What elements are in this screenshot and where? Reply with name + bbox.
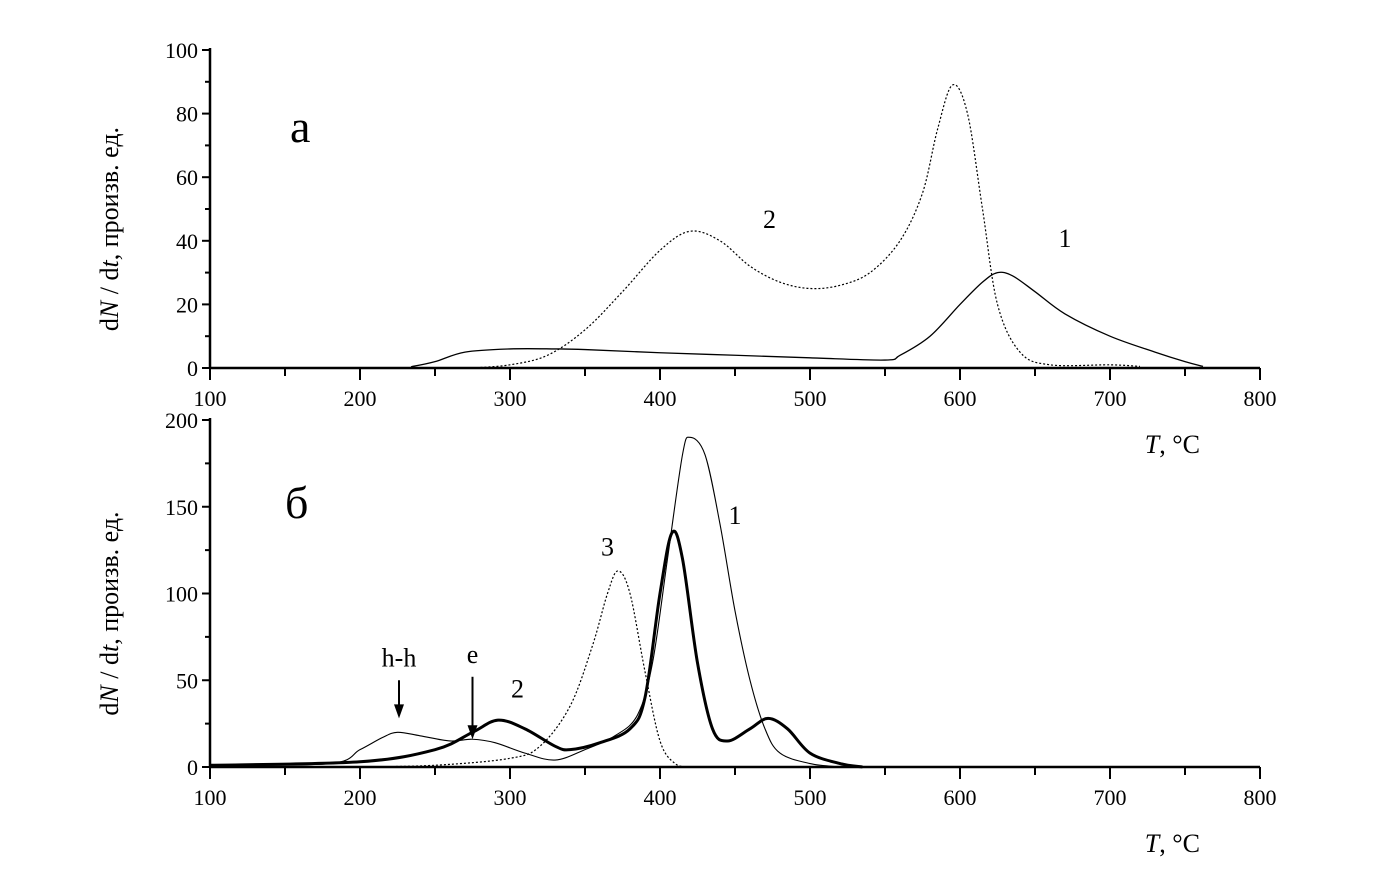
series-2-line (472, 84, 1141, 369)
y-title-mid: / d (95, 652, 124, 685)
y-title-t: t (95, 644, 124, 652)
y-tick-label: 40 (176, 229, 198, 254)
x-tick-label: 800 (1244, 785, 1277, 810)
series-3-label: 3 (601, 532, 614, 561)
y-title-N: N (95, 684, 124, 704)
y-title-d: d (95, 703, 124, 716)
y-title-t: t (95, 259, 124, 267)
x-axis-title-unit: , °C (1159, 430, 1200, 459)
x-tick-label: 100 (194, 386, 227, 411)
x-axis-title-unit: , °C (1159, 829, 1200, 858)
panel-label: б (285, 477, 308, 528)
x-tick-label: 800 (1244, 386, 1277, 411)
x-axis-title-symbol: T (1145, 829, 1161, 858)
x-axis-title-symbol: T (1145, 430, 1161, 459)
x-tick-label: 600 (944, 386, 977, 411)
x-axis-title: T, °C (1145, 829, 1200, 858)
y-tick-label: 0 (187, 755, 198, 780)
series-2-label: 2 (511, 675, 524, 704)
y-axis-title: dN / dt, произв. ед. (95, 127, 124, 331)
y-tick-label: 50 (176, 668, 198, 693)
y-tick-label: 100 (165, 582, 198, 607)
y-tick-label: 150 (165, 495, 198, 520)
x-tick-label: 500 (794, 386, 827, 411)
x-tick-label: 300 (494, 386, 527, 411)
y-tick-label: 60 (176, 165, 198, 190)
x-tick-label: 200 (344, 785, 377, 810)
x-tick-label: 700 (1094, 785, 1127, 810)
series-2-label: 2 (763, 205, 776, 234)
series-1-label: 1 (729, 501, 742, 530)
x-tick-label: 500 (794, 785, 827, 810)
x-tick-label: 300 (494, 785, 527, 810)
y-title-rest: , произв. ед. (95, 511, 124, 644)
series-1-label: 1 (1059, 224, 1072, 253)
y-title-d: d (95, 318, 124, 331)
y-tick-label: 20 (176, 292, 198, 317)
annotation-label: e (467, 640, 479, 669)
x-tick-label: 400 (644, 386, 677, 411)
y-tick-label: 100 (165, 38, 198, 63)
series-1-line (209, 436, 841, 768)
series-1-line (209, 271, 1204, 369)
y-title-N: N (95, 299, 124, 319)
y-title-rest: , произв. ед. (95, 127, 124, 260)
series-3-line (359, 570, 691, 768)
y-axis-title: dN / dt, произв. ед. (95, 511, 124, 715)
x-tick-label: 200 (344, 386, 377, 411)
x-axis-title: T, °C (1145, 430, 1200, 459)
x-tick-label: 700 (1094, 386, 1127, 411)
annotation-label: h-h (382, 643, 417, 672)
series-2-line (209, 529, 863, 769)
x-tick-label: 100 (194, 785, 227, 810)
x-tick-label: 400 (644, 785, 677, 810)
y-tick-label: 200 (165, 408, 198, 433)
annotation-arrow-head-icon (394, 704, 404, 719)
y-title-mid: / d (95, 267, 124, 300)
annotation-arrow-head-icon (467, 725, 478, 740)
x-tick-label: 600 (944, 785, 977, 810)
panel-label: а (290, 101, 310, 152)
y-tick-label: 80 (176, 102, 198, 127)
y-tick-label: 0 (187, 356, 198, 381)
